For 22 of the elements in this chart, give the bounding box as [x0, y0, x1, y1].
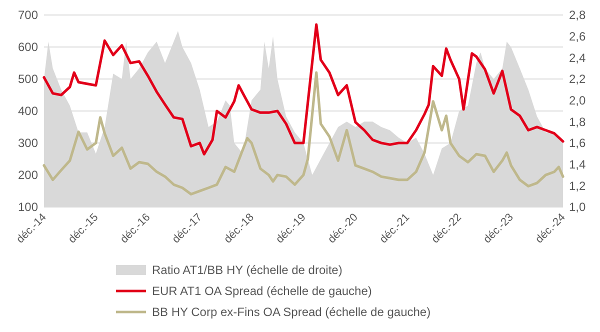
y-tick-label: 100 [18, 200, 38, 214]
y2-tick-label: 1,4 [569, 158, 586, 172]
legend-label: Ratio AT1/BB HY (échelle de droite) [152, 263, 342, 278]
y2-tick-label: 1,2 [569, 178, 586, 193]
y-tick-label: 200 [18, 168, 38, 182]
y2-tick-label: 2,0 [569, 94, 586, 108]
y2-tick-label: 2,4 [569, 50, 586, 65]
y-tick-label: 600 [18, 40, 38, 54]
y-tick-label: 300 [18, 136, 38, 150]
y2-tick-label: 1,6 [569, 136, 586, 150]
y-tick-label: 700 [18, 8, 38, 22]
y2-tick-label: 2,2 [569, 72, 586, 86]
legend-label: EUR AT1 OA Spread (échelle de gauche) [152, 284, 372, 298]
y2-tick-label: 2,6 [569, 30, 586, 44]
y2-tick-label: 1,0 [569, 200, 586, 214]
y2-tick-label: 1,8 [569, 114, 586, 129]
line-series [42, 71, 564, 196]
y-tick-label: 400 [18, 104, 38, 118]
legend-label: BB HY Corp ex-Fins OA Spread (échelle de gauche) [152, 305, 431, 320]
y2-tick-label: 2,8 [569, 8, 586, 22]
y-tick-label: 500 [18, 72, 38, 86]
line-series [42, 23, 564, 156]
